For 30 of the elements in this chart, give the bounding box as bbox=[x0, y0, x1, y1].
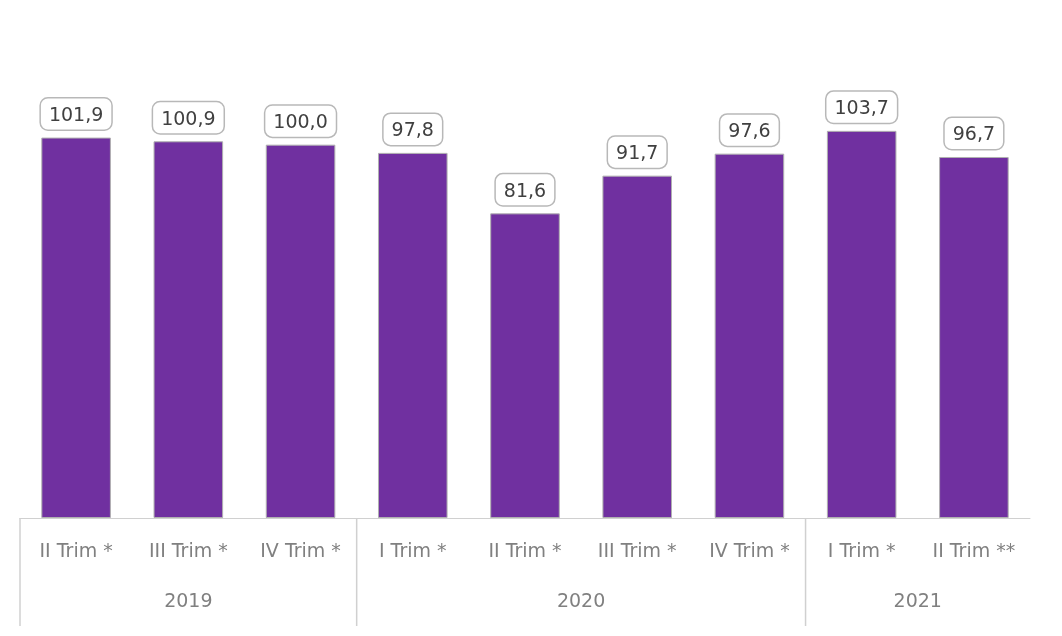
bar bbox=[714, 153, 785, 518]
x-tick-label: II Trim * bbox=[488, 538, 562, 561]
data-label: 100,0 bbox=[273, 110, 328, 133]
text: 2021 bbox=[893, 589, 942, 611]
text: 2020 bbox=[556, 589, 606, 611]
data-label: 97,8 bbox=[391, 118, 434, 141]
bar bbox=[41, 137, 111, 518]
x-tick-label: IV Trim * bbox=[709, 538, 790, 561]
x-tick-label: I Trim * bbox=[378, 538, 447, 561]
data-label: 97,6 bbox=[728, 119, 771, 142]
bar bbox=[490, 213, 560, 518]
x-tick-label: II Trim * bbox=[39, 538, 113, 561]
data-label: 91,7 bbox=[616, 141, 659, 164]
x-tick-label: I Trim * bbox=[827, 538, 896, 561]
bar bbox=[826, 130, 897, 518]
bar bbox=[602, 175, 673, 518]
bar bbox=[153, 141, 224, 518]
data-label: 103,7 bbox=[834, 96, 889, 119]
bar bbox=[377, 152, 448, 518]
data-label: 100,9 bbox=[161, 106, 216, 129]
data-label: 101,9 bbox=[48, 103, 104, 126]
x-tick-label: III Trim * bbox=[148, 538, 228, 561]
x-tick-label: II Trim ** bbox=[932, 538, 1016, 561]
bar bbox=[265, 144, 336, 518]
text: 2019 bbox=[164, 589, 213, 611]
data-label: 81,6 bbox=[503, 178, 547, 201]
bar bbox=[939, 156, 1009, 518]
x-tick-label: III Trim * bbox=[597, 538, 677, 561]
x-tick-label: IV Trim * bbox=[260, 538, 341, 561]
data-label: 96,7 bbox=[952, 122, 996, 145]
